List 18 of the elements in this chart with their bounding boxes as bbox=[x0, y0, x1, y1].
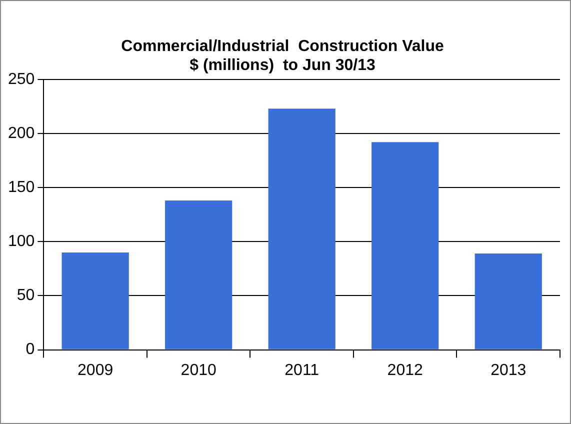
bar bbox=[474, 254, 542, 350]
x-tick-label: 2011 bbox=[284, 362, 320, 379]
y-tick-label: 250 bbox=[8, 70, 35, 88]
y-tick-label: 100 bbox=[8, 233, 35, 250]
y-tick-label: 0 bbox=[26, 341, 35, 358]
chart-subtitle: $ (millions) to Jun 30/13 bbox=[190, 57, 376, 74]
bar bbox=[372, 142, 439, 350]
x-tick-label: 2010 bbox=[180, 362, 216, 379]
x-tick-label: 2009 bbox=[78, 362, 114, 379]
x-tick-label: 2012 bbox=[387, 362, 424, 379]
y-tick-label: 150 bbox=[8, 178, 35, 196]
chart-title: Commercial/Industrial Construction Value bbox=[121, 38, 444, 56]
y-tick-label: 50 bbox=[16, 287, 35, 304]
bar bbox=[268, 108, 336, 350]
bar bbox=[165, 200, 232, 350]
x-tick-label: 2013 bbox=[490, 362, 526, 379]
bar bbox=[62, 252, 129, 350]
y-tick-label: 200 bbox=[8, 124, 35, 142]
